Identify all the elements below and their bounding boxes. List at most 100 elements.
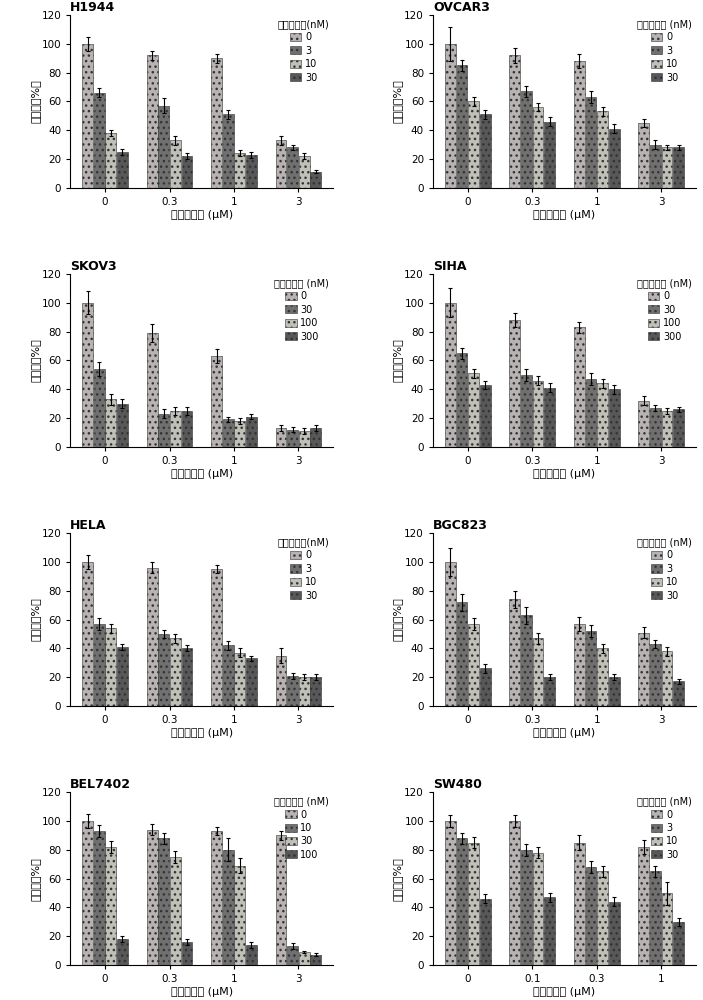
Bar	[94, 369, 105, 447]
Bar	[276, 140, 286, 188]
Bar	[276, 428, 286, 447]
Bar	[246, 417, 257, 447]
Bar	[650, 145, 661, 188]
Bar	[211, 58, 222, 188]
Bar	[597, 383, 608, 447]
Bar	[288, 430, 298, 447]
Y-axis label: 存活率（%）: 存活率（%）	[393, 79, 403, 123]
Y-axis label: 存活率（%）: 存活率（%）	[30, 339, 40, 382]
Bar	[223, 114, 233, 188]
Y-axis label: 存活率（%）: 存活率（%）	[30, 598, 40, 641]
Bar	[147, 568, 157, 706]
Bar	[673, 147, 684, 188]
Bar	[223, 850, 233, 965]
Bar	[117, 404, 128, 447]
Text: SKOV3: SKOV3	[70, 260, 117, 273]
Bar	[586, 379, 596, 447]
Bar	[181, 942, 193, 965]
Bar	[94, 831, 105, 965]
Bar	[662, 147, 672, 188]
Bar	[445, 303, 456, 447]
Text: SIHA: SIHA	[433, 260, 467, 273]
Legend: 0, 10, 30, 100: 0, 10, 30, 100	[273, 794, 331, 862]
Bar	[574, 61, 585, 188]
Bar	[510, 821, 520, 965]
Bar	[673, 681, 684, 706]
X-axis label: 雷公藤红素 (μM): 雷公藤红素 (μM)	[534, 210, 595, 220]
Bar	[234, 653, 245, 706]
Y-axis label: 存活率（%）: 存活率（%）	[30, 857, 40, 901]
Bar	[586, 631, 596, 706]
Bar	[662, 411, 672, 447]
X-axis label: 雷公藤红素 (μM): 雷公藤红素 (μM)	[534, 469, 595, 479]
Bar	[544, 388, 555, 447]
Y-axis label: 存活率（%）: 存活率（%）	[393, 598, 403, 641]
Bar	[480, 668, 491, 706]
Legend: 0, 30, 100, 300: 0, 30, 100, 300	[636, 276, 694, 344]
Bar	[211, 831, 222, 965]
X-axis label: 雷公藤红素 (μM): 雷公藤红素 (μM)	[534, 728, 595, 738]
Bar	[457, 65, 467, 188]
Bar	[521, 615, 532, 706]
Text: BEL7402: BEL7402	[70, 778, 131, 791]
Bar	[158, 414, 169, 447]
Text: HELA: HELA	[70, 519, 107, 532]
Bar	[609, 389, 619, 447]
Text: BGC823: BGC823	[433, 519, 488, 532]
Text: SW480: SW480	[433, 778, 482, 791]
Bar	[82, 303, 93, 447]
Bar	[276, 656, 286, 706]
Bar	[662, 893, 672, 965]
Bar	[276, 835, 286, 965]
Legend: 0, 3, 10, 30: 0, 3, 10, 30	[276, 17, 331, 84]
X-axis label: 雷公藤红素 (μM): 雷公藤红素 (μM)	[534, 987, 595, 997]
Bar	[170, 411, 181, 447]
Bar	[105, 399, 116, 447]
Bar	[170, 857, 181, 965]
Bar	[468, 373, 479, 447]
Bar	[533, 107, 543, 188]
X-axis label: 雷公藤红素 (μM): 雷公藤红素 (μM)	[171, 210, 233, 220]
X-axis label: 雷公藤红素 (μM): 雷公藤红素 (μM)	[171, 469, 233, 479]
Bar	[480, 899, 491, 965]
Bar	[586, 97, 596, 188]
Bar	[211, 569, 222, 706]
Bar	[288, 676, 298, 706]
Bar	[586, 867, 596, 965]
Bar	[311, 428, 321, 447]
Bar	[468, 624, 479, 706]
Bar	[223, 419, 233, 447]
Bar	[510, 599, 520, 706]
Bar	[147, 830, 157, 965]
Bar	[609, 129, 619, 188]
Bar	[105, 847, 116, 965]
Bar	[170, 638, 181, 706]
Bar	[181, 411, 193, 447]
Bar	[82, 562, 93, 706]
Bar	[158, 634, 169, 706]
Bar	[510, 55, 520, 188]
Bar	[638, 633, 649, 706]
Bar	[574, 624, 585, 706]
Bar	[170, 140, 181, 188]
Bar	[468, 843, 479, 965]
Bar	[445, 821, 456, 965]
Bar	[94, 624, 105, 706]
Bar	[181, 156, 193, 188]
Bar	[638, 401, 649, 447]
Y-axis label: 存活率（%）: 存活率（%）	[393, 339, 403, 382]
Bar	[82, 821, 93, 965]
Bar	[246, 945, 257, 965]
Bar	[246, 155, 257, 188]
Bar	[673, 922, 684, 965]
Bar	[223, 645, 233, 706]
Bar	[105, 628, 116, 706]
Y-axis label: 存活率（%）: 存活率（%）	[30, 79, 40, 123]
Bar	[574, 327, 585, 447]
X-axis label: 雷公藤红素 (μM): 雷公藤红素 (μM)	[171, 987, 233, 997]
Bar	[533, 381, 543, 447]
Bar	[544, 122, 555, 188]
Bar	[650, 408, 661, 447]
Bar	[211, 356, 222, 447]
Bar	[299, 431, 309, 447]
